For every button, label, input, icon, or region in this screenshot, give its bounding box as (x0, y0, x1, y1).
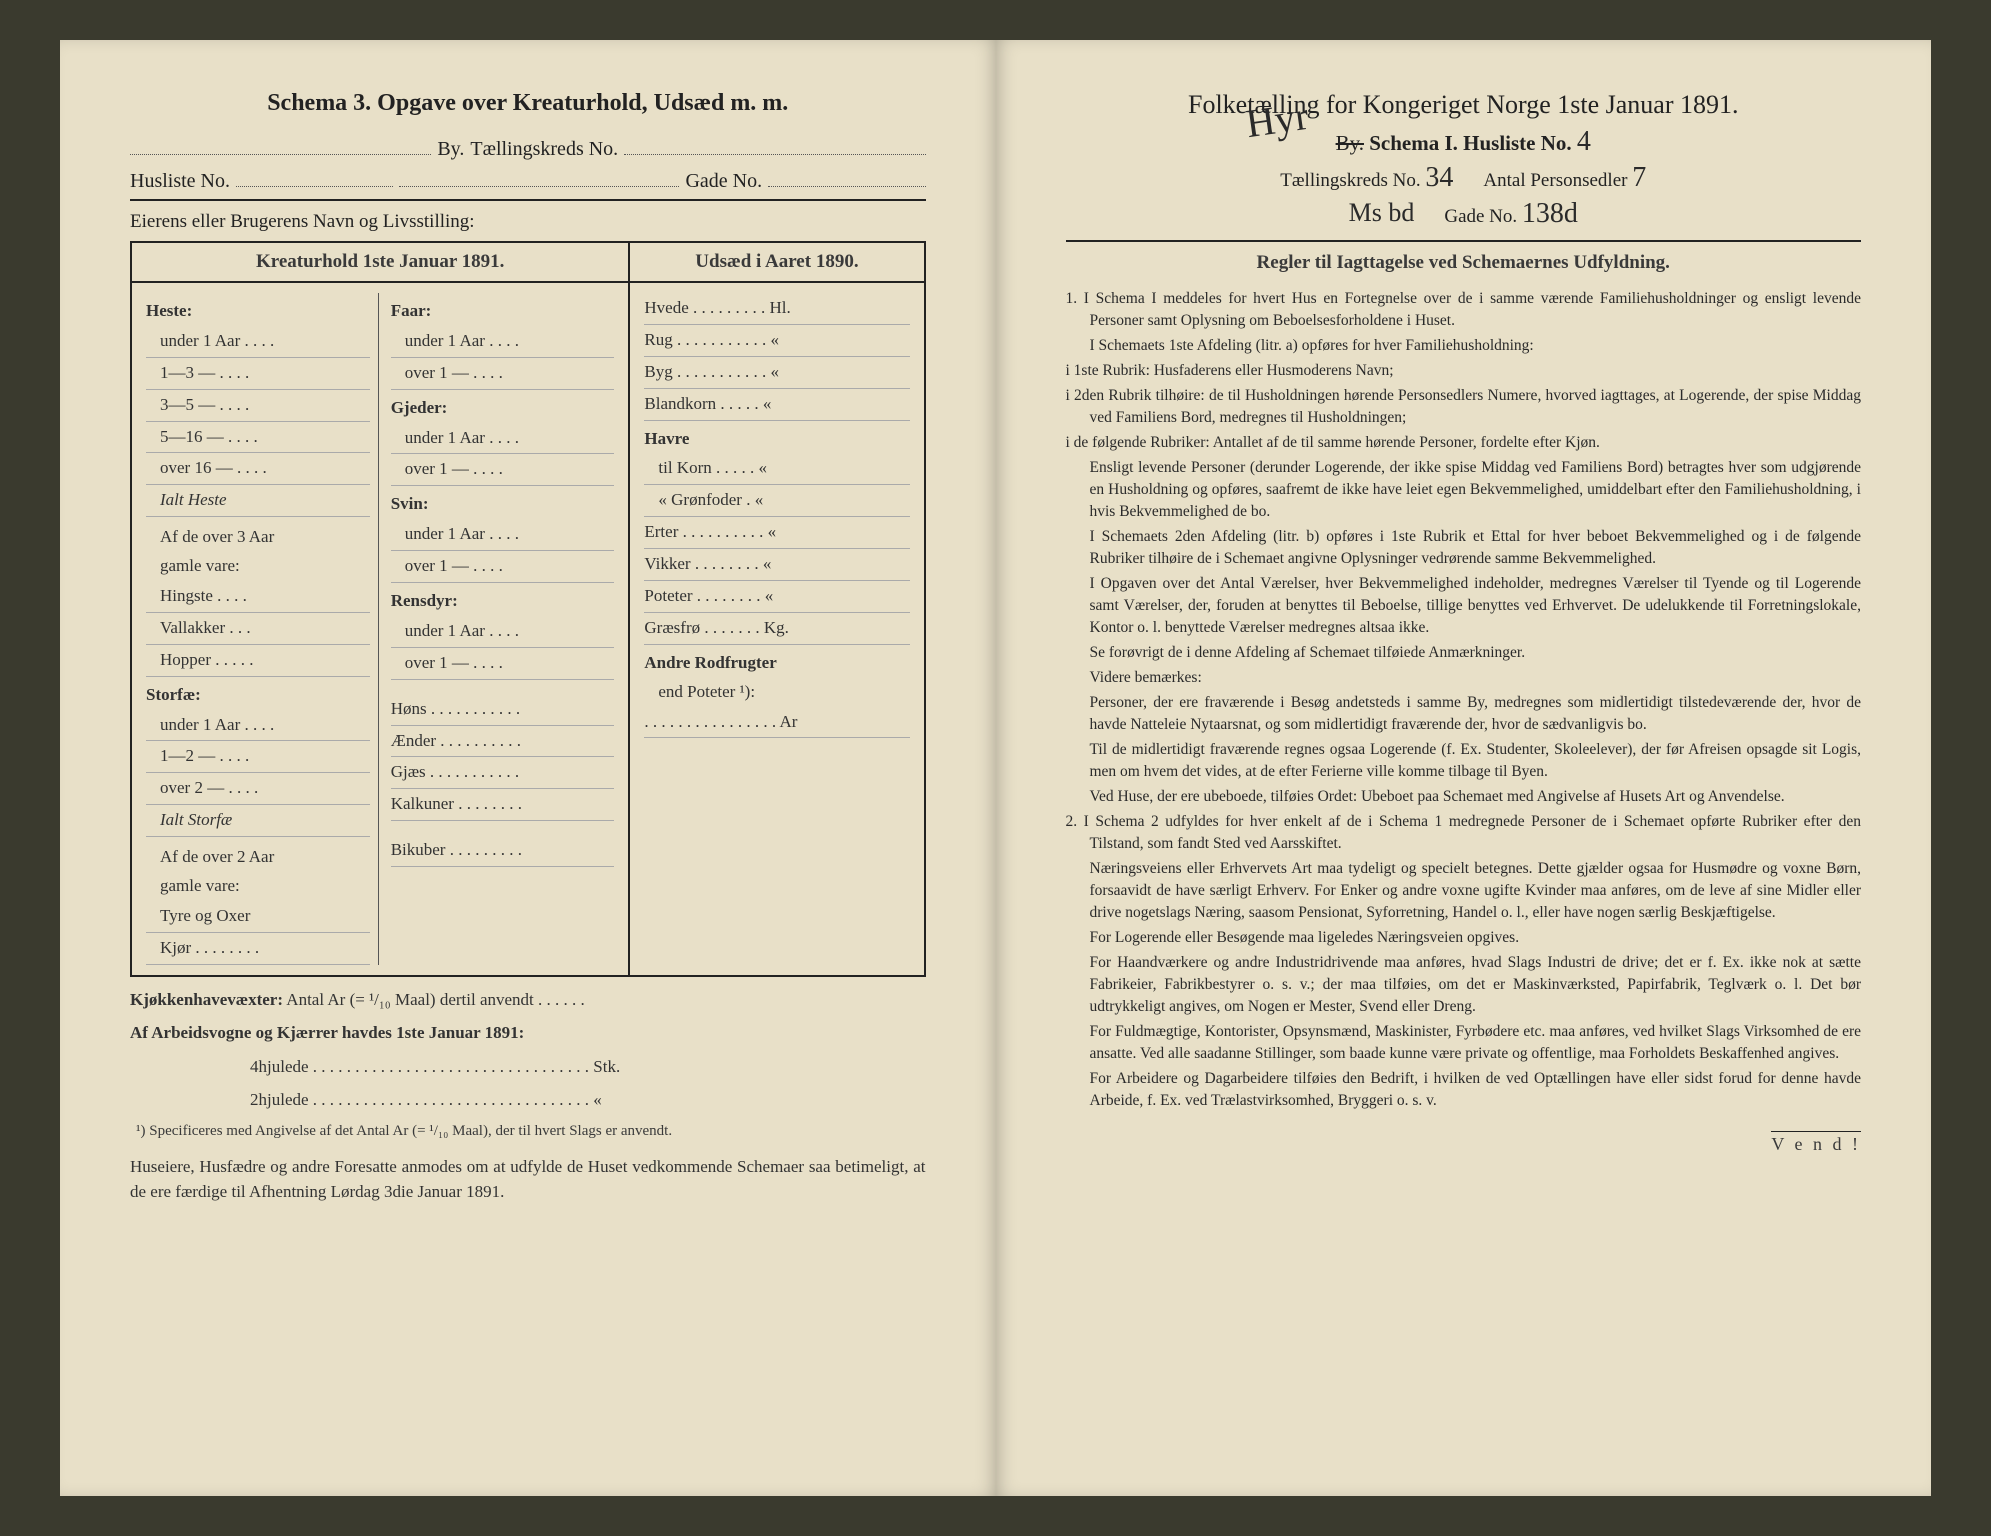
th-left: Kreaturhold 1ste Januar 1891. (132, 243, 628, 283)
rp-title: Folketælling for Kongeriget Norge 1ste J… (1066, 90, 1862, 120)
rp-fields-row2: Ms bd Gade No. 138d (1066, 198, 1862, 230)
schema3-title: Schema 3. Opgave over Kreaturhold, Udsæd… (130, 90, 926, 117)
kreatur-table: Kreaturhold 1ste Januar 1891. Heste: und… (130, 241, 926, 977)
left-page: Schema 3. Opgave over Kreaturhold, Udsæd… (60, 40, 996, 1496)
vend: V e n d ! (1771, 1131, 1861, 1155)
rp-fields-row1: Tællingskreds No. 34 Antal Personsedler … (1066, 162, 1862, 194)
right-page: Folketælling for Kongeriget Norge 1ste J… (996, 40, 1932, 1496)
th-right: Udsæd i Aaret 1890. (630, 243, 923, 283)
arbeids-line: Af Arbeidsvogne og Kjærrer havdes 1ste J… (130, 1020, 926, 1046)
hw-strike: Hyr (1243, 92, 1311, 147)
owner-line: Eierens eller Brugerens Navn og Livsstil… (130, 211, 926, 233)
regler-title: Regler til Iagttagelse ved Schemaernes U… (1066, 252, 1862, 274)
kjokken-line: Kjøkkenhavevæxter: Kjøkkenhavevæxter: An… (130, 987, 926, 1013)
hw-tk: 34 (1425, 162, 1453, 193)
footer-main: Huseiere, Husfædre og andre Foresatte an… (130, 1154, 926, 1205)
hw-no4: 4 (1577, 126, 1591, 157)
regler-body: 1. I Schema I meddeles for hvert Hus en … (1066, 288, 1862, 1112)
footnote: ¹) Specificeres med Angivelse af det Ant… (130, 1123, 926, 1140)
rp-sub: By. Schema I. Husliste No. 4 (1066, 126, 1862, 158)
hw-gade: 138d (1522, 198, 1578, 229)
husliste-row: Husliste No. Gade No. (130, 167, 926, 193)
hw-pers: 7 (1632, 162, 1646, 193)
by-row: By. Tællingskreds No. (130, 135, 926, 161)
